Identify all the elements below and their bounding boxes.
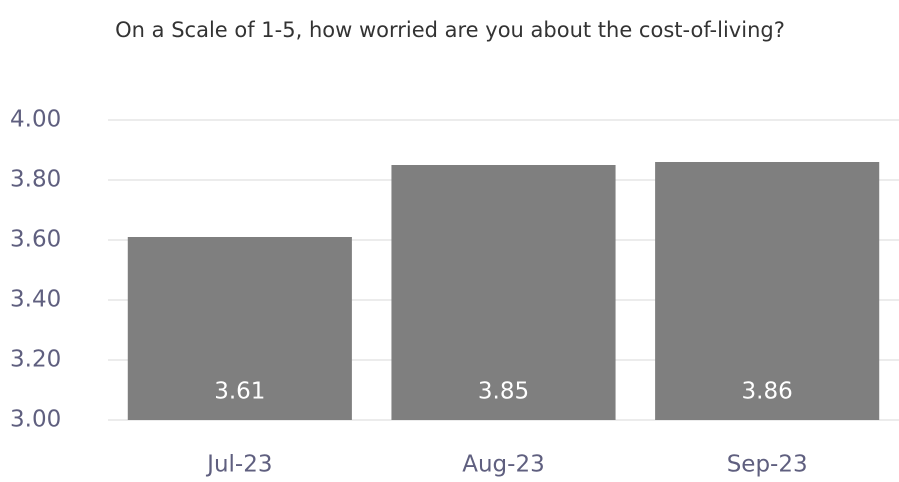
- bar: [127, 237, 352, 420]
- chart-title: On a Scale of 1-5, how worried are you a…: [115, 18, 785, 42]
- data-label: 3.85: [478, 379, 529, 405]
- x-tick-label: Jul-23: [205, 452, 272, 478]
- bar: [655, 162, 880, 420]
- data-label: 3.61: [214, 379, 265, 405]
- y-tick-label: 3.40: [10, 287, 61, 313]
- y-tick-label: 4.00: [10, 107, 61, 133]
- y-tick-label: 3.20: [10, 347, 61, 373]
- x-tick-label: Sep-23: [727, 452, 808, 478]
- y-tick-label: 3.80: [10, 167, 61, 193]
- y-tick-label: 3.60: [10, 227, 61, 253]
- y-tick-label: 3.00: [10, 407, 61, 433]
- bar: [391, 165, 616, 420]
- x-tick-label: Aug-23: [462, 452, 544, 478]
- data-label: 3.86: [742, 379, 793, 405]
